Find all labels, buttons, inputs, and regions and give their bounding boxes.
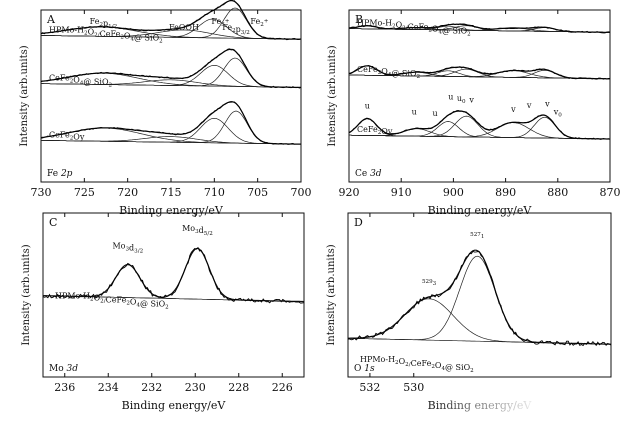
- fit-component: [348, 255, 611, 345]
- x-axis-label: Binding energy/eV: [119, 204, 224, 217]
- peak-label: u0: [457, 94, 466, 105]
- series-label: CeFe2Oy: [49, 130, 85, 141]
- peak-label: v: [526, 101, 532, 110]
- background-line: [41, 140, 302, 145]
- x-tick-label: 920: [339, 186, 360, 199]
- fit-envelope: [43, 247, 305, 303]
- background-line: [349, 74, 610, 80]
- experimental-trace: [42, 246, 305, 304]
- background-line: [41, 35, 301, 40]
- series-B-1: CeFe2O4@ SiO2: [348, 65, 610, 80]
- panel-letter: C: [49, 216, 57, 229]
- panel-letter: B: [355, 13, 363, 26]
- experimental-trace: [40, 48, 302, 89]
- series-label: CeFe2O4@ SiO2: [357, 65, 421, 80]
- background-line: [41, 83, 301, 88]
- series-A-2: CeFe2Oy: [40, 100, 302, 145]
- series-B-2: CeFe2Oy: [348, 110, 611, 140]
- x-tick-label: 715: [161, 186, 182, 199]
- series-A-0: HPMo-H2O2/CeFe2O4@ SiO2: [40, 0, 302, 44]
- panel-A: 730 725 720 715 710 705 700 Binding energy/eV In…: [19, 0, 312, 217]
- x-tick-label: 232: [141, 381, 162, 394]
- peak-label: Fe2p1/2: [90, 17, 118, 30]
- peak-label: 5271: [470, 232, 484, 240]
- experimental-trace: [348, 23, 611, 34]
- x-tick-label: 532: [359, 381, 380, 394]
- peak-label: u: [448, 93, 453, 102]
- x-tick-label: 530: [403, 381, 424, 394]
- peak-label: Fe2+: [250, 17, 268, 28]
- corner-label: Mo 3d: [49, 364, 78, 374]
- x-axis-label: Binding energy/eV: [122, 399, 227, 412]
- peak-label: u: [412, 108, 417, 117]
- panel-C: 236 234 232 230 228 226 Binding energy/eV Inten…: [21, 212, 305, 412]
- series-label: HPMo-H2O2/CeFe2O4@ SiO2: [49, 25, 163, 44]
- panel-B: 920 910 900 890 880 870 Binding energy/eV Inten…: [327, 9, 621, 217]
- x-tick-label: 234: [98, 381, 119, 394]
- x-tick-label: 720: [117, 186, 138, 199]
- y-axis-label: Intensity (arb.units): [19, 45, 30, 146]
- x-tick-label: 900: [443, 186, 464, 199]
- y-axis-label: Intensity (arb.units): [326, 244, 337, 345]
- series-C-0: HPMo-H2O2/CeFe2O4@ SiO2: [42, 246, 305, 310]
- x-tick-label: 880: [547, 186, 568, 199]
- series-B-0: HPMo-H2O2/CeFe2O4@ SiO2: [348, 19, 611, 38]
- series-label: CeFe2Oy: [357, 125, 393, 136]
- peak-label: Fe3+: [211, 17, 229, 28]
- panel-letter: A: [46, 13, 56, 26]
- experimental-trace: [348, 110, 611, 140]
- experimental-trace: [348, 65, 610, 80]
- x-axis-label: Binding energy/eV: [428, 204, 533, 217]
- peak-label: Mo3d5/2: [182, 224, 213, 237]
- peak-label: v: [544, 99, 550, 108]
- plot-frame: [348, 9, 611, 183]
- peak-label: Mo3d3/2: [112, 242, 143, 255]
- peak-label: v: [510, 105, 516, 114]
- peak-label: u: [433, 109, 438, 118]
- background-line: [349, 134, 610, 140]
- x-tick-label: 890: [495, 186, 516, 199]
- peak-label: v0: [553, 107, 563, 118]
- fit-envelope: [348, 249, 611, 345]
- experimental-trace: [40, 101, 302, 145]
- experimental-trace: [347, 250, 612, 347]
- x-tick-label: 700: [291, 186, 312, 199]
- peak-label: Fe2p3/2: [222, 23, 250, 36]
- x-tick-label: 870: [600, 186, 621, 199]
- x-tick-label: 910: [391, 186, 412, 199]
- x-tick-label: 705: [247, 186, 268, 199]
- x-tick-label: 730: [31, 186, 52, 199]
- peak-label: FeOOH: [169, 23, 199, 32]
- series-label: HPMo-H2O2/CeFe2O4@ SiO2: [360, 355, 474, 374]
- corner-label: O 1s: [354, 364, 375, 374]
- plot-frame: [347, 212, 612, 378]
- experimental-trace: [40, 0, 302, 41]
- series-D-0: HPMo-H2O2/CeFe2O4@ SiO2: [347, 249, 612, 374]
- x-tick-label: 230: [185, 381, 206, 394]
- x-tick-label: 228: [228, 381, 249, 394]
- x-tick-label: 226: [272, 381, 293, 394]
- corner-label: Fe 2p: [47, 169, 73, 179]
- y-axis-label: Intensity (arb.units): [21, 244, 32, 345]
- y-axis-label: Intensity (arb.units): [327, 45, 338, 146]
- x-tick-label: 725: [74, 186, 95, 199]
- x-tick-label: 236: [54, 381, 75, 394]
- panel-letter: D: [354, 216, 363, 229]
- corner-label: Ce 3d: [355, 169, 382, 179]
- watermark-fade: [424, 378, 640, 428]
- series-label: HPMo-H2O2/CeFe2O4@ SiO2: [55, 291, 169, 310]
- plot-frame: [42, 212, 305, 378]
- peak-label: u: [365, 101, 370, 110]
- series-label: HPMo-H2O2/CeFe2O4@ SiO2: [357, 19, 471, 38]
- series-A-1: CeFe2O4@ SiO2: [40, 48, 302, 89]
- fit-component: [348, 298, 611, 345]
- peak-label: 5293: [422, 279, 437, 287]
- peak-label: v: [468, 96, 474, 105]
- series-label: CeFe2O4@ SiO2: [49, 74, 113, 89]
- x-tick-label: 710: [204, 186, 225, 199]
